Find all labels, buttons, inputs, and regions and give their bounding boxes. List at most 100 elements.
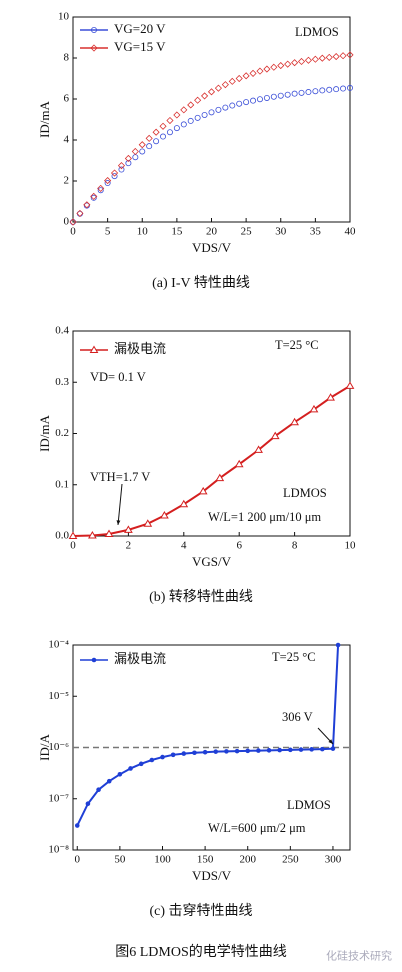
x-axis-label: VDS/V (192, 240, 232, 255)
x-tick-label: 150 (197, 854, 214, 866)
marker (235, 74, 243, 83)
marker (318, 54, 326, 62)
marker (117, 771, 123, 777)
marker (250, 97, 257, 104)
legend-marker (89, 345, 99, 353)
marker (68, 531, 78, 539)
x-tick-label: 100 (154, 854, 171, 866)
marker (166, 116, 174, 125)
marker (311, 55, 319, 63)
marker (298, 89, 305, 96)
marker (118, 166, 125, 173)
marker (340, 85, 347, 92)
y-tick-label: 0.4 (55, 325, 69, 337)
marker (245, 748, 251, 754)
marker (145, 134, 153, 142)
legend-marker (91, 26, 98, 33)
marker (277, 92, 284, 99)
marker (229, 102, 236, 109)
marker (290, 417, 299, 426)
marker (277, 747, 282, 753)
marker (234, 748, 240, 754)
marker (326, 393, 335, 401)
marker (346, 84, 353, 91)
y-tick-label: 2 (64, 175, 70, 187)
marker (149, 757, 155, 763)
x-tick-label: 0 (70, 540, 76, 552)
marker (332, 52, 340, 61)
x-tick-label: 35 (310, 226, 322, 238)
marker (194, 114, 201, 121)
annotation: T=25 °C (272, 650, 316, 664)
marker (173, 111, 181, 119)
marker (143, 519, 153, 527)
chart-caption: (c) 击穿特性曲线 (149, 903, 252, 919)
marker (97, 187, 104, 194)
marker (124, 154, 132, 163)
annotation: W/L=600 μm/2 μm (208, 821, 306, 835)
marker (104, 177, 112, 185)
marker (180, 121, 187, 128)
figure-caption: 图6 LDMOS的电学特性曲线 (115, 944, 287, 960)
y-tick-label: 10⁻⁸ (48, 844, 69, 856)
marker (215, 106, 222, 113)
marker (284, 91, 291, 98)
legend-label: VG=15 V (114, 39, 166, 54)
marker (160, 133, 167, 140)
y-tick-label: 0.1 (55, 478, 69, 490)
x-tick-label: 30 (275, 226, 287, 238)
marker (125, 160, 132, 167)
marker (159, 122, 167, 130)
marker (76, 209, 84, 217)
marker (242, 72, 250, 80)
marker (309, 747, 314, 752)
marker (106, 778, 112, 784)
x-tick-label: 50 (114, 854, 126, 866)
marker (139, 148, 146, 155)
marker (74, 823, 80, 828)
marker (330, 746, 336, 751)
marker (256, 67, 264, 75)
arrow-line (117, 483, 123, 526)
arrow-head (116, 520, 121, 525)
x-tick-label: 0 (70, 226, 76, 238)
x-tick-label: 6 (236, 540, 242, 552)
x-axis-label: VDS/V (192, 868, 232, 883)
legend-marker (90, 44, 98, 52)
x-tick-label: 0 (75, 854, 81, 866)
marker (124, 525, 133, 533)
x-axis-label: VGS/V (192, 554, 232, 569)
annotation: W/L=1 200 μm/10 μm (208, 510, 321, 524)
y-tick-label: 10 (58, 11, 70, 23)
marker (194, 96, 202, 104)
marker (270, 431, 280, 440)
y-tick-label: 4 (64, 134, 70, 146)
marker (213, 749, 219, 754)
marker (256, 748, 261, 753)
y-tick-label: 10⁻⁷ (48, 792, 69, 804)
marker (187, 101, 195, 109)
chart-caption: (a) I-V 特性曲线 (152, 275, 250, 291)
x-tick-label: 4 (181, 540, 187, 552)
watermark: 化硅技术研究 (326, 949, 392, 963)
marker (208, 109, 215, 116)
annotation: 306 V (282, 710, 313, 724)
marker (138, 761, 144, 767)
marker (88, 530, 97, 539)
marker (214, 84, 222, 92)
x-tick-label: 5 (105, 226, 111, 238)
legend-label: 漏极电流 (114, 341, 166, 356)
arrow-head (328, 739, 333, 744)
annotation: T=25 °C (275, 338, 319, 352)
marker (346, 51, 354, 59)
marker (170, 752, 176, 758)
y-tick-label: 10⁻⁵ (48, 690, 69, 702)
marker (179, 499, 189, 508)
marker (249, 69, 257, 77)
marker (291, 59, 299, 67)
marker (173, 125, 180, 132)
marker (224, 749, 229, 754)
marker (304, 56, 313, 64)
marker (335, 642, 341, 648)
